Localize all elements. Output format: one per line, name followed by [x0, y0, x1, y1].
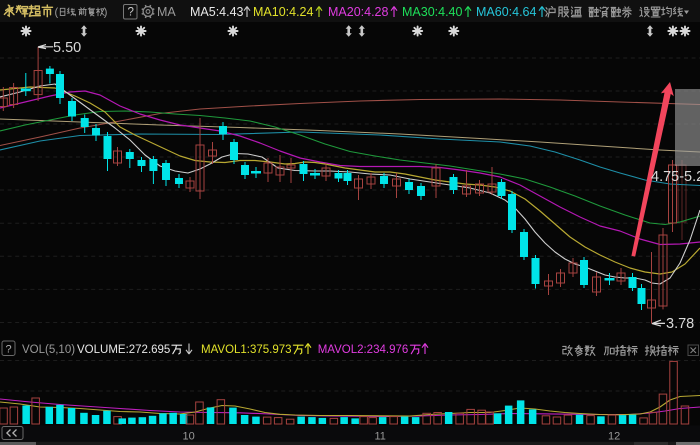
svg-text:VOL(5,10): VOL(5,10) [22, 344, 75, 356]
svg-text:): ) [104, 7, 108, 19]
svg-text:10: 10 [183, 431, 195, 443]
svg-text:12: 12 [608, 431, 620, 443]
svg-text:VOLUME:272.695: VOLUME:272.695 [77, 344, 170, 356]
svg-text:?: ? [128, 7, 134, 19]
svg-text:MAVOL2:234.976: MAVOL2:234.976 [318, 344, 409, 356]
svg-text:MA30:4.40: MA30:4.40 [402, 5, 463, 19]
svg-text:MA20:4.28: MA20:4.28 [328, 5, 389, 19]
svg-text:MAVOL1:375.973: MAVOL1:375.973 [201, 344, 292, 356]
svg-text:11: 11 [375, 431, 386, 443]
svg-text:(: ( [55, 7, 59, 19]
svg-text:MA60:4.64: MA60:4.64 [476, 5, 537, 19]
svg-text:3.78: 3.78 [666, 316, 694, 332]
svg-text:MA: MA [157, 5, 176, 19]
svg-text:,: , [74, 7, 77, 18]
svg-text:MA10:4.24: MA10:4.24 [253, 5, 314, 19]
svg-text:5.50: 5.50 [53, 40, 81, 56]
svg-text:4.75-5.23: 4.75-5.23 [651, 169, 700, 185]
svg-text:?: ? [6, 344, 12, 356]
svg-text:MA5:4.43: MA5:4.43 [190, 5, 244, 19]
